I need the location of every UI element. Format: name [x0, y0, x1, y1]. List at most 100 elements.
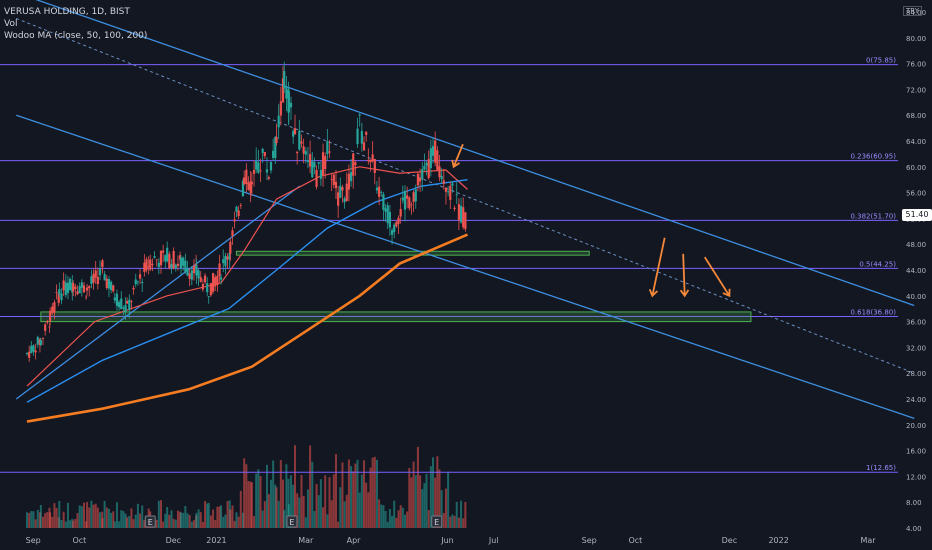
- candle-body: [101, 260, 104, 267]
- candle-body: [418, 177, 422, 182]
- volume-bar: [212, 509, 215, 528]
- candle-body: [281, 78, 285, 103]
- volume-bar: [231, 505, 234, 528]
- ma-line-ma50: [26, 166, 468, 387]
- volume-bar: [442, 513, 445, 528]
- symbol-title[interactable]: VERUSA HOLDING, 1D, BIST: [4, 7, 130, 17]
- candle-body: [255, 160, 258, 170]
- volume-bar: [39, 504, 42, 528]
- volume-bar: [382, 505, 385, 528]
- candle-body: [49, 310, 52, 322]
- volume-bar: [259, 476, 262, 528]
- volume-bar: [122, 511, 125, 528]
- volume-bar: [136, 503, 139, 528]
- candle-body: [62, 280, 65, 291]
- candle-body: [464, 212, 467, 230]
- volume-bar: [444, 488, 447, 528]
- volume-bar: [274, 484, 277, 528]
- volume-bar: [204, 501, 207, 528]
- volume-bar: [233, 521, 236, 528]
- candle-body: [393, 224, 396, 233]
- candle-body: [155, 259, 158, 261]
- candle-body: [352, 153, 355, 176]
- candle-body: [122, 307, 125, 309]
- candle-body: [399, 209, 402, 217]
- volume-bar: [298, 497, 301, 528]
- volume-bar: [261, 510, 264, 528]
- volume-bar: [166, 507, 169, 528]
- candle-body: [94, 270, 97, 278]
- volume-bar: [438, 469, 441, 528]
- volume-bar: [112, 511, 115, 528]
- price-tick-label: 64.00: [906, 138, 926, 146]
- volume-bar: [180, 512, 183, 528]
- candle-body: [401, 197, 404, 201]
- volume-bar: [199, 512, 202, 528]
- candle-body: [182, 257, 185, 266]
- candle-body: [429, 148, 432, 168]
- volume-bar: [309, 445, 312, 528]
- candle-body: [166, 247, 169, 262]
- candle-body: [96, 276, 99, 285]
- candle-body: [360, 130, 363, 144]
- volume-bar: [176, 510, 179, 528]
- candle-body: [32, 345, 35, 352]
- time-tick-label: 2022: [768, 536, 788, 545]
- candle-body: [188, 273, 191, 279]
- volume-indicator-label[interactable]: Vol: [4, 19, 18, 29]
- ma-indicator-label[interactable]: Wodoo MA (close, 50, 100, 200): [4, 31, 148, 41]
- candle-body: [285, 87, 288, 99]
- volume-bar: [425, 473, 428, 528]
- candle-body: [74, 286, 77, 289]
- volume-bar: [249, 481, 252, 528]
- volume-bar: [195, 512, 198, 528]
- price-tick-label: 20.00: [906, 422, 926, 430]
- volume-bar: [384, 510, 387, 528]
- candle-body: [427, 159, 430, 179]
- candle-body: [287, 91, 290, 113]
- volume-bar: [345, 494, 348, 528]
- candle-body: [197, 270, 200, 279]
- volume-bars: [26, 445, 467, 528]
- candle-body: [412, 192, 415, 202]
- volume-bar: [300, 474, 303, 528]
- candle-body: [449, 185, 452, 200]
- channel-line: [35, 0, 915, 307]
- ma-line-ma200: [26, 233, 469, 423]
- fib-level-label: 0.382(51.70): [850, 212, 896, 220]
- earnings-event-box: [431, 515, 443, 528]
- volume-bar: [272, 460, 275, 528]
- candle-body: [388, 212, 391, 228]
- candle-body: [233, 219, 236, 222]
- candle-body: [66, 282, 70, 294]
- volume-bar: [449, 516, 452, 528]
- volume-bar: [214, 519, 217, 528]
- volume-bar: [290, 475, 293, 528]
- candle-body: [241, 181, 245, 197]
- candle-body: [358, 114, 361, 116]
- candle-body: [151, 263, 154, 266]
- trend-channels: [15, 0, 915, 419]
- candle-body: [434, 140, 437, 163]
- volume-bar: [80, 506, 83, 528]
- volume-bar: [182, 512, 185, 528]
- volume-bar: [99, 512, 102, 528]
- candle-body: [321, 152, 325, 176]
- volume-bar: [255, 473, 258, 528]
- volume-bar: [51, 516, 54, 528]
- volume-bar: [412, 461, 415, 528]
- volume-bar: [26, 512, 28, 528]
- candle-body: [103, 273, 106, 281]
- price-tick-label: 8.00: [906, 499, 922, 507]
- candle-body: [403, 191, 407, 210]
- volume-bar: [235, 512, 238, 528]
- volume-bar: [34, 519, 37, 528]
- volume-bar: [460, 500, 463, 528]
- volume-bar: [60, 520, 63, 528]
- candle-body: [55, 292, 58, 293]
- candle-body: [76, 291, 79, 295]
- volume-bar: [128, 515, 131, 528]
- candle-body: [373, 159, 376, 173]
- volume-bar: [337, 521, 340, 528]
